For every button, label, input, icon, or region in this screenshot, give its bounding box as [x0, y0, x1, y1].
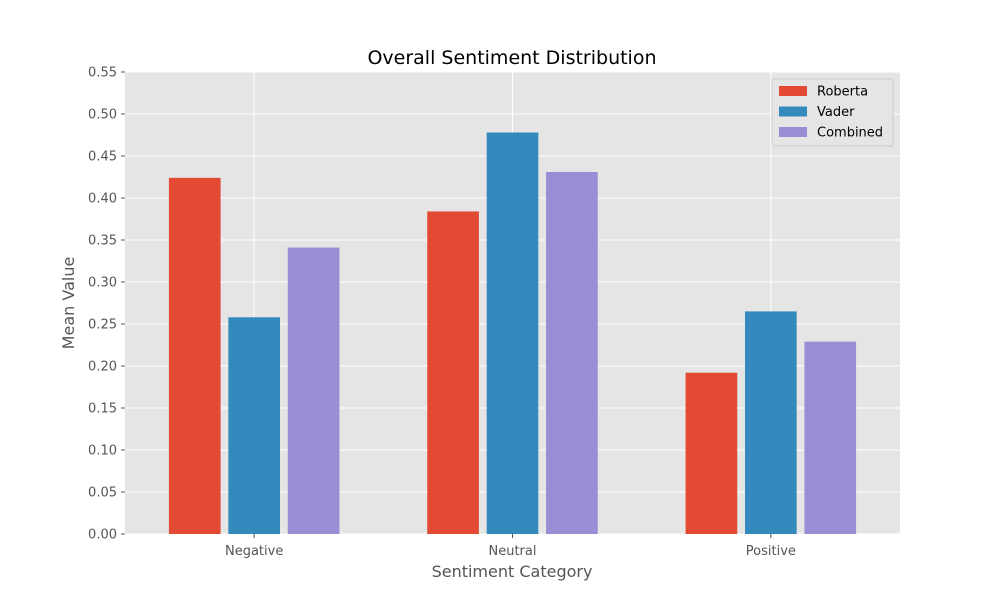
y-tick-label: 0.00 — [88, 528, 117, 543]
bar-vader-negative — [228, 317, 280, 534]
legend-label: Vader — [817, 105, 855, 120]
x-tick-label: Negative — [225, 544, 283, 559]
y-tick-label: 0.25 — [88, 318, 117, 333]
y-axis: 0.00 0.05 0.10 0.15 0.20 0.25 0.30 0.35 0.40 0.45… — [88, 66, 125, 543]
legend-swatch — [779, 106, 807, 117]
legend-swatch — [779, 86, 807, 96]
x-tick-label: Neutral — [489, 544, 537, 559]
bar-roberta-positive — [685, 372, 738, 534]
bar-roberta-neutral — [427, 211, 479, 534]
y-tick-label: 0.50 — [88, 108, 117, 123]
legend: Roberta Vader Combined — [771, 78, 894, 147]
y-tick-label: 0.20 — [88, 360, 117, 375]
y-tick-label: 0.10 — [88, 444, 117, 459]
x-axis-label: Sentiment Category — [432, 562, 593, 581]
y-axis-label: Mean Value — [59, 257, 78, 350]
bar-vader-positive — [745, 311, 797, 534]
y-tick-label: 0.40 — [88, 192, 117, 207]
bar-combined-negative — [287, 247, 340, 534]
bar-roberta-negative — [168, 177, 221, 534]
legend-label: Roberta — [817, 85, 868, 100]
bar-combined-positive — [804, 341, 857, 534]
y-tick-label: 0.15 — [88, 402, 117, 417]
bar-combined-neutral — [546, 171, 598, 534]
x-axis: Negative Neutral Positive — [225, 534, 796, 559]
chart-title: Overall Sentiment Distribution — [367, 47, 656, 69]
legend-swatch — [779, 127, 807, 137]
bar-vader-neutral — [486, 132, 539, 535]
bars — [168, 132, 857, 535]
x-tick-label: Positive — [746, 544, 796, 559]
y-tick-label: 0.45 — [88, 150, 117, 165]
legend-label: Combined — [817, 126, 883, 141]
y-tick-label: 0.30 — [88, 276, 117, 291]
y-tick-label: 0.35 — [88, 234, 117, 249]
y-tick-label: 0.05 — [88, 486, 117, 501]
y-tick-label: 0.55 — [88, 66, 117, 81]
